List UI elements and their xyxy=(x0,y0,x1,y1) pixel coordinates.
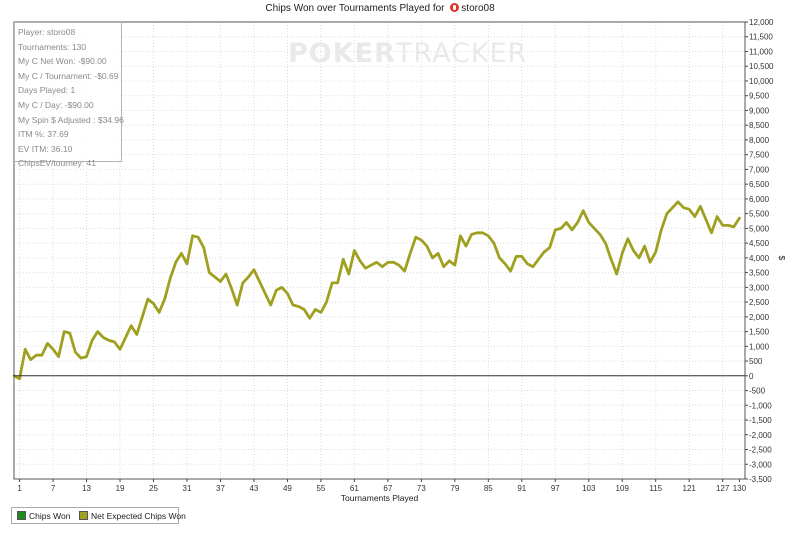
series-line-net-expected xyxy=(12,200,741,381)
y-tick-label: -3,000 xyxy=(749,460,772,469)
y-tick-label: 4,500 xyxy=(749,239,770,248)
chart-title-player: storo08 xyxy=(461,3,495,14)
chart-title-prefix: Chips Won over Tournaments Played for xyxy=(265,3,445,14)
y-tick-label: 8,000 xyxy=(749,136,770,145)
x-tick-label: 55 xyxy=(316,484,325,493)
stat-chipsev-tourney: ChipsEV/tourney: 41 xyxy=(18,158,96,169)
y-tick-label: 500 xyxy=(749,357,763,366)
y-tick-label: 11,000 xyxy=(749,47,773,56)
legend-label-chips-won: Chips Won xyxy=(29,511,71,521)
y-tick-label: 0 xyxy=(749,372,754,381)
stat-player: Player: storo08 xyxy=(18,27,76,37)
legend-swatch-chips-won xyxy=(17,511,26,520)
y-tick-label: 6,000 xyxy=(749,195,770,204)
x-tick-label: 91 xyxy=(517,484,526,493)
y-tick-label: 2,500 xyxy=(749,298,770,307)
stat-per-tournament: My C / Tournament: -$0.69 xyxy=(18,70,119,81)
y-tick-label: -3,500 xyxy=(749,475,772,484)
y-tick-label: 8,500 xyxy=(749,121,770,130)
stat-spin-adjusted: My Spin $ Adjusted : $34.96 xyxy=(18,114,124,125)
stat-net-won: My C Net Won: -$90.00 xyxy=(18,56,107,67)
chart-title: Chips Won over Tournaments Played for st… xyxy=(0,3,760,14)
x-tick-label: 115 xyxy=(649,484,662,493)
x-tick-label: 67 xyxy=(383,484,392,493)
x-tick-label: 49 xyxy=(283,484,292,493)
x-tick-label: 109 xyxy=(616,484,630,493)
x-tick-label: 19 xyxy=(116,484,125,493)
y-tick-label: 12,000 xyxy=(749,18,774,27)
stat-days-played: Days Played: 1 xyxy=(18,85,76,96)
x-tick-label: 37 xyxy=(216,484,225,493)
legend-swatch-net-expected xyxy=(79,511,88,520)
stat-itm-percent: ITM %: 37.69 xyxy=(18,129,69,140)
y-tick-label: 9,000 xyxy=(749,106,770,115)
y-tick-label: 5,500 xyxy=(749,210,770,219)
x-tick-label: 97 xyxy=(551,484,560,493)
x-tick-label: 79 xyxy=(450,484,459,493)
stat-tournaments: Tournaments: 130 xyxy=(18,41,87,52)
legend-item-chips-won[interactable]: Chips Won xyxy=(17,511,70,521)
y-tick-label: 7,500 xyxy=(749,151,770,160)
x-tick-label: 121 xyxy=(683,484,697,493)
x-tick-label: 31 xyxy=(183,484,192,493)
y-tick-label: -2,000 xyxy=(749,431,772,440)
pokerstars-icon xyxy=(450,3,460,12)
x-tick-label: 85 xyxy=(484,484,493,493)
y-tick-label: 1,500 xyxy=(749,328,770,337)
stat-per-day: My C / Day: -$90.00 xyxy=(18,99,94,110)
y-tick-label: -2,500 xyxy=(749,446,772,455)
y-tick-label: -500 xyxy=(749,387,766,396)
y-tick-label: 3,000 xyxy=(749,283,770,292)
y-tick-label: -1,500 xyxy=(749,416,772,425)
y-tick-label: 7,000 xyxy=(749,165,770,174)
x-tick-label: 103 xyxy=(582,484,596,493)
x-tick-label: 25 xyxy=(149,484,158,493)
axes xyxy=(13,21,748,482)
stats-box: Player: storo08 Tournaments: 130 My C Ne… xyxy=(14,22,124,168)
pokertracker-watermark: POKERTRACKER xyxy=(288,38,527,69)
x-axis-label: Tournaments Played xyxy=(341,493,419,503)
x-tick-label: 7 xyxy=(51,484,56,493)
x-tick-label: 73 xyxy=(417,484,426,493)
y-tick-labels: -3,500 -3,000 -2,500 -2,000 -1,500 -1,000 -500… xyxy=(749,18,774,484)
watermark-thin: TRACKER xyxy=(395,38,528,69)
x-tick-label: 127 xyxy=(716,484,730,493)
x-tick-labels: 1 7 13 19 25 31 37 43 49 55 61 67 73 79 85 91 97 103 109 11… xyxy=(17,484,746,493)
y-tick-label: 11,500 xyxy=(749,33,773,42)
y-axis-label: $ xyxy=(777,256,787,261)
series-lines xyxy=(12,200,741,381)
watermark-bold: POKER xyxy=(288,38,396,69)
y-tick-label: 4,000 xyxy=(749,254,770,263)
y-tick-label: -1,000 xyxy=(749,401,772,410)
x-tick-label: 61 xyxy=(350,484,359,493)
stat-ev-itm: EV ITM: 36.10 xyxy=(18,143,73,154)
grid-lines xyxy=(14,21,745,480)
legend-label-net-expected: Net Expected Chips Won xyxy=(91,511,186,521)
y-tick-label: 3,500 xyxy=(749,269,770,278)
y-tick-label: 2,000 xyxy=(749,313,770,322)
legend-item-net-expected[interactable]: Net Expected Chips Won xyxy=(79,511,186,521)
y-tick-label: 6,500 xyxy=(749,180,770,189)
y-tick-label: 1,000 xyxy=(749,342,770,351)
y-tick-label: 9,500 xyxy=(749,92,770,101)
y-tick-label: 10,500 xyxy=(749,62,774,71)
x-tick-label: 130 xyxy=(733,484,747,493)
legend: Chips Won Net Expected Chips Won xyxy=(11,507,186,524)
x-tick-label: 13 xyxy=(82,484,91,493)
y-tick-label: 10,000 xyxy=(749,77,774,86)
x-tick-label: 1 xyxy=(17,484,22,493)
x-tick-label: 43 xyxy=(249,484,258,493)
y-tick-label: 5,000 xyxy=(749,224,770,233)
plot-frame xyxy=(13,21,746,480)
